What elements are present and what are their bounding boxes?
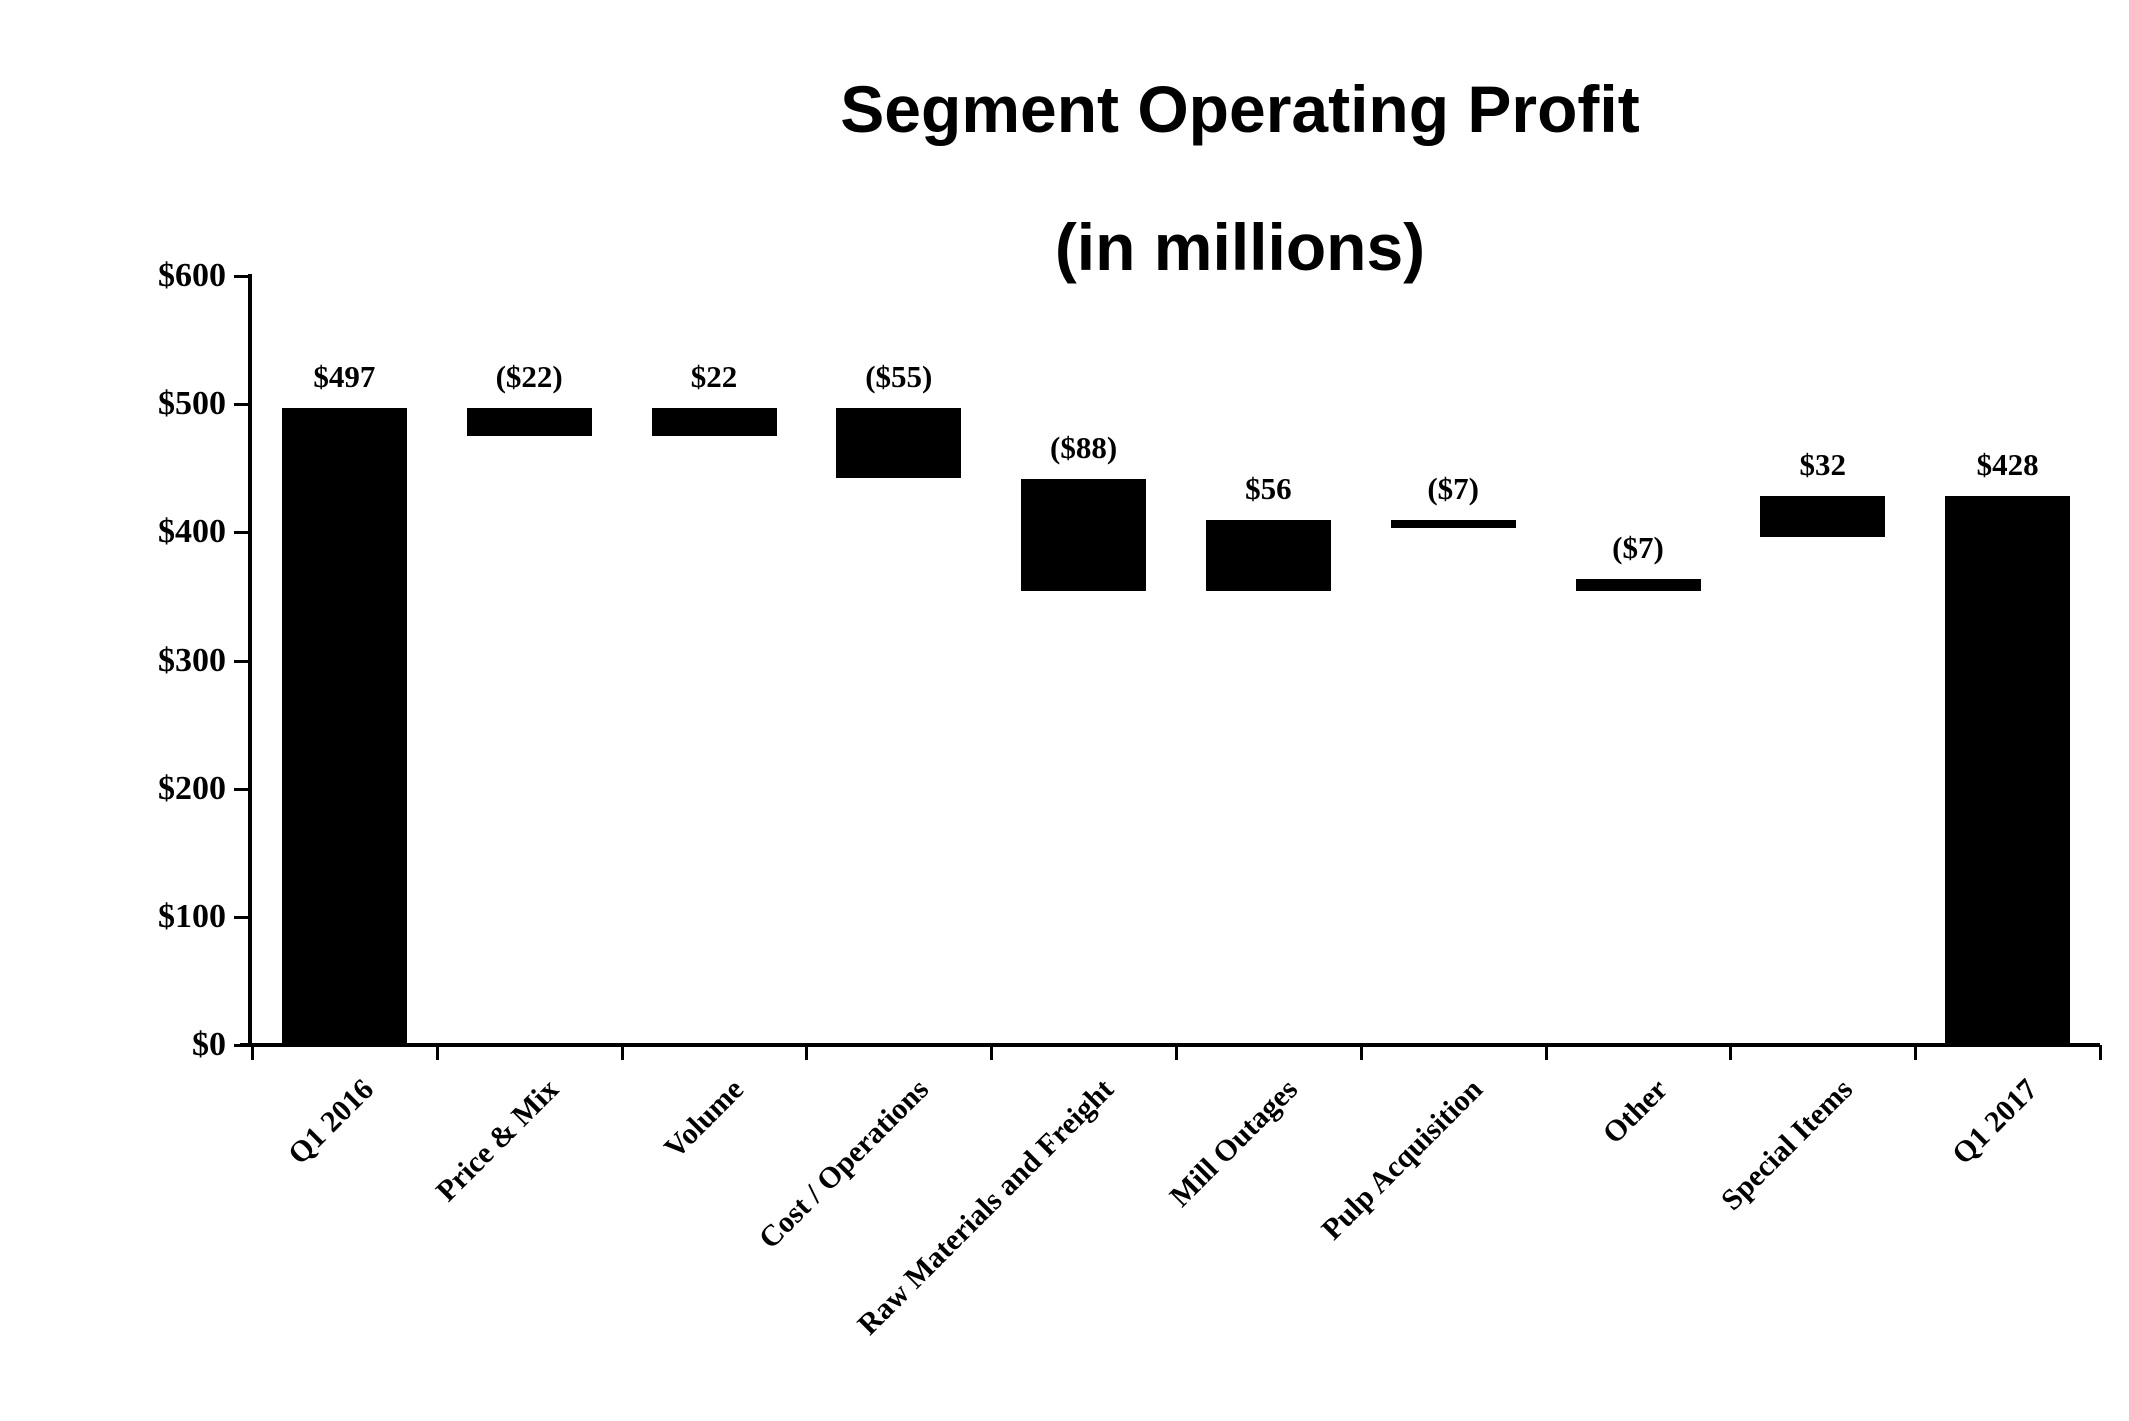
- value-label: ($22): [495, 359, 563, 394]
- value-label: $22: [690, 359, 738, 394]
- x-axis-line: [240, 1043, 2100, 1047]
- y-tick-label: $100: [158, 897, 226, 935]
- bar-other: [1575, 579, 1701, 592]
- x-tick-mark: [1914, 1045, 1918, 1060]
- value-label: ($7): [1612, 530, 1664, 566]
- x-tick-mark: [1359, 1045, 1363, 1060]
- y-tick-label: $400: [158, 513, 226, 551]
- value-label: ($55): [865, 359, 933, 394]
- value-label: ($88): [1050, 429, 1118, 465]
- y-tick-label: $600: [158, 257, 226, 294]
- x-tick-mark: [435, 1045, 439, 1060]
- bar-special-items: [1760, 496, 1886, 538]
- chart-title: Segment Operating Profit: [840, 72, 1640, 146]
- x-tick-mark: [1175, 1045, 1178, 1060]
- y-tick-mark: [234, 1044, 248, 1047]
- chart-subtitle: (in millions): [1054, 210, 1426, 284]
- y-tick-label: $0: [192, 1026, 226, 1063]
- x-tick-mark: [805, 1045, 809, 1060]
- x-category-label: Price & Mix: [429, 1072, 566, 1208]
- bar-q1-2017: [1945, 496, 2071, 1045]
- y-tick-mark: [234, 787, 248, 791]
- x-tick-mark: [1544, 1045, 1548, 1060]
- value-label: $428: [1976, 447, 2039, 483]
- y-tick-label: $500: [158, 385, 226, 423]
- value-label: $56: [1245, 470, 1292, 506]
- bar-q1-2016: [281, 408, 407, 1045]
- y-tick-mark: [234, 275, 248, 278]
- y-tick-mark: [234, 403, 248, 407]
- x-tick-mark: [990, 1045, 994, 1060]
- bar-raw-materials-and-freight: [1021, 478, 1147, 592]
- chart-title-block: Segment Operating Profit (in millions): [352, 40, 2128, 316]
- y-tick-mark: [234, 531, 248, 535]
- x-tick-mark: [1729, 1045, 1733, 1060]
- value-label: $32: [1799, 447, 1847, 483]
- bar-pulp-acquisition: [1390, 519, 1516, 529]
- x-tick-mark: [2099, 1045, 2102, 1060]
- bar-mill-outages: [1205, 519, 1331, 592]
- y-axis-line: [248, 274, 252, 1047]
- x-tick-mark: [620, 1045, 624, 1060]
- y-tick-label: $300: [158, 641, 226, 679]
- bar-price-mix: [466, 408, 592, 437]
- x-tick-mark: [251, 1045, 254, 1060]
- y-tick-mark: [234, 659, 248, 663]
- x-category-label: Pulp Acquisition: [1315, 1072, 1490, 1247]
- y-tick-mark: [234, 915, 248, 919]
- value-label: $497: [313, 359, 376, 394]
- y-tick-label: $200: [158, 769, 226, 807]
- value-label: ($7): [1427, 470, 1480, 506]
- bar-volume: [651, 408, 777, 437]
- x-category-label: Q1 2016: [282, 1072, 381, 1171]
- bar-cost-operations: [836, 408, 962, 479]
